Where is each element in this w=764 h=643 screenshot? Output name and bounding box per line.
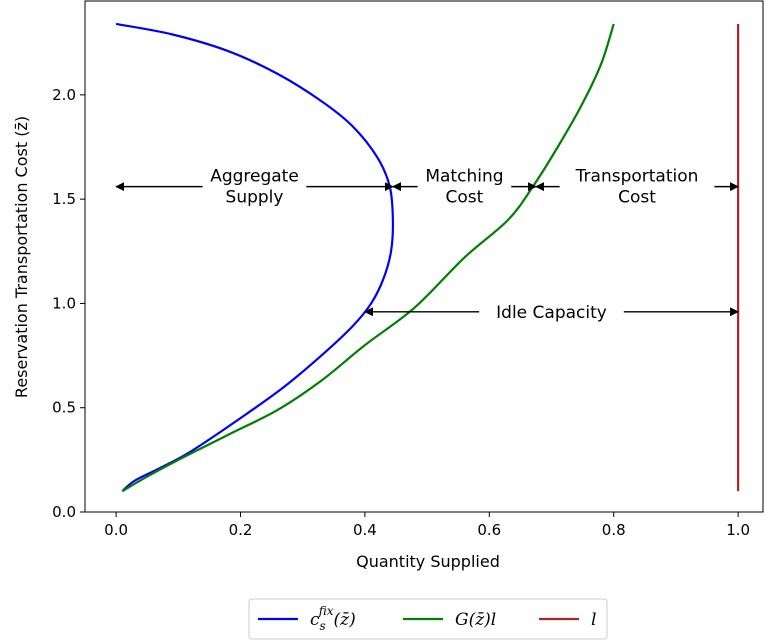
y-tick-label: 1.0 xyxy=(52,294,76,312)
x-tick-label: 0.8 xyxy=(602,521,626,539)
annotation-text: Cost xyxy=(446,188,484,208)
annotation-idle-capacity: Idle Capacity xyxy=(364,303,740,323)
series-line-cs-fix xyxy=(115,22,395,492)
series-line-g-z-l xyxy=(121,23,615,493)
legend-label: G(z̄)l xyxy=(455,610,496,630)
y-tick-label: 0.5 xyxy=(52,399,76,417)
x-tick-label: 0.6 xyxy=(477,521,501,539)
x-tick-label: 1.0 xyxy=(726,521,750,539)
plot-frame xyxy=(84,0,764,513)
annotation-text: Matching xyxy=(425,167,503,187)
annotation-text: Aggregate xyxy=(210,167,299,187)
y-axis-label: Reservation Transportation Cost (z̄) xyxy=(12,116,31,398)
plot-area xyxy=(84,0,764,513)
y-tick-label: 0.0 xyxy=(52,503,76,521)
annotation-text: Idle Capacity xyxy=(496,303,607,323)
x-tick-label: 0.0 xyxy=(104,521,128,539)
annotation-text: Cost xyxy=(618,188,656,208)
x-tick-label: 0.4 xyxy=(353,521,377,539)
y-tick-label: 1.5 xyxy=(52,190,76,208)
x-axis-ticks: 0.0 0.2 0.4 0.6 0.8 1.0 xyxy=(104,512,750,539)
legend-label: l xyxy=(591,610,596,630)
annotation-text: Transportation xyxy=(575,167,699,187)
annotation-text: Supply xyxy=(226,188,284,208)
legend-entry-l: l xyxy=(539,610,596,630)
legend-entry-g-z-l: G(z̄)l xyxy=(403,610,496,630)
x-axis-label: Quantity Supplied xyxy=(356,552,500,571)
y-tick-label: 2.0 xyxy=(52,86,76,104)
legend: csfix(z̄) G(z̄)l l xyxy=(248,598,608,640)
series-layer xyxy=(115,22,740,493)
y-axis-ticks: 0.0 0.5 1.0 1.5 2.0 xyxy=(52,86,85,521)
x-tick-label: 0.2 xyxy=(229,521,253,539)
annotation-layer: AggregateSupplyMatchingCostTransportatio… xyxy=(115,167,740,323)
